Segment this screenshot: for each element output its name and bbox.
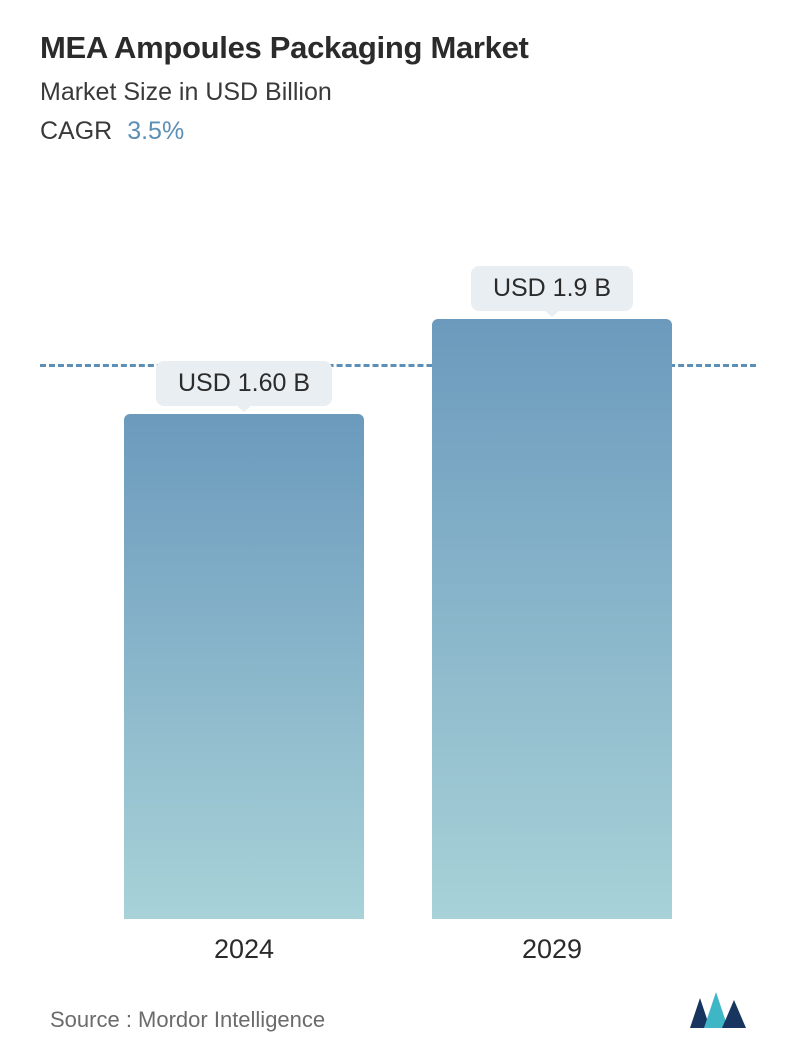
subtitle: Market Size in USD Billion <box>40 78 756 107</box>
bar-chart: USD 1.60 B USD 1.9 B <box>40 186 756 919</box>
bar-group: USD 1.9 B <box>432 266 672 919</box>
source-attribution: Source : Mordor Intelligence <box>50 1007 325 1033</box>
x-axis-label: 2024 <box>124 934 364 965</box>
x-axis-label: 2029 <box>432 934 672 965</box>
page-title: MEA Ampoules Packaging Market <box>40 30 756 66</box>
bar <box>432 319 672 919</box>
bar <box>124 414 364 919</box>
mordor-logo-icon <box>690 990 746 1033</box>
footer: Source : Mordor Intelligence <box>40 965 756 1043</box>
value-pill: USD 1.60 B <box>156 361 332 406</box>
value-pill: USD 1.9 B <box>471 266 633 311</box>
cagr-row: CAGR 3.5% <box>40 117 756 146</box>
cagr-value: 3.5% <box>127 117 184 145</box>
bar-group: USD 1.60 B <box>124 361 364 919</box>
x-axis-labels: 2024 2029 <box>40 919 756 965</box>
cagr-label: CAGR <box>40 117 112 145</box>
